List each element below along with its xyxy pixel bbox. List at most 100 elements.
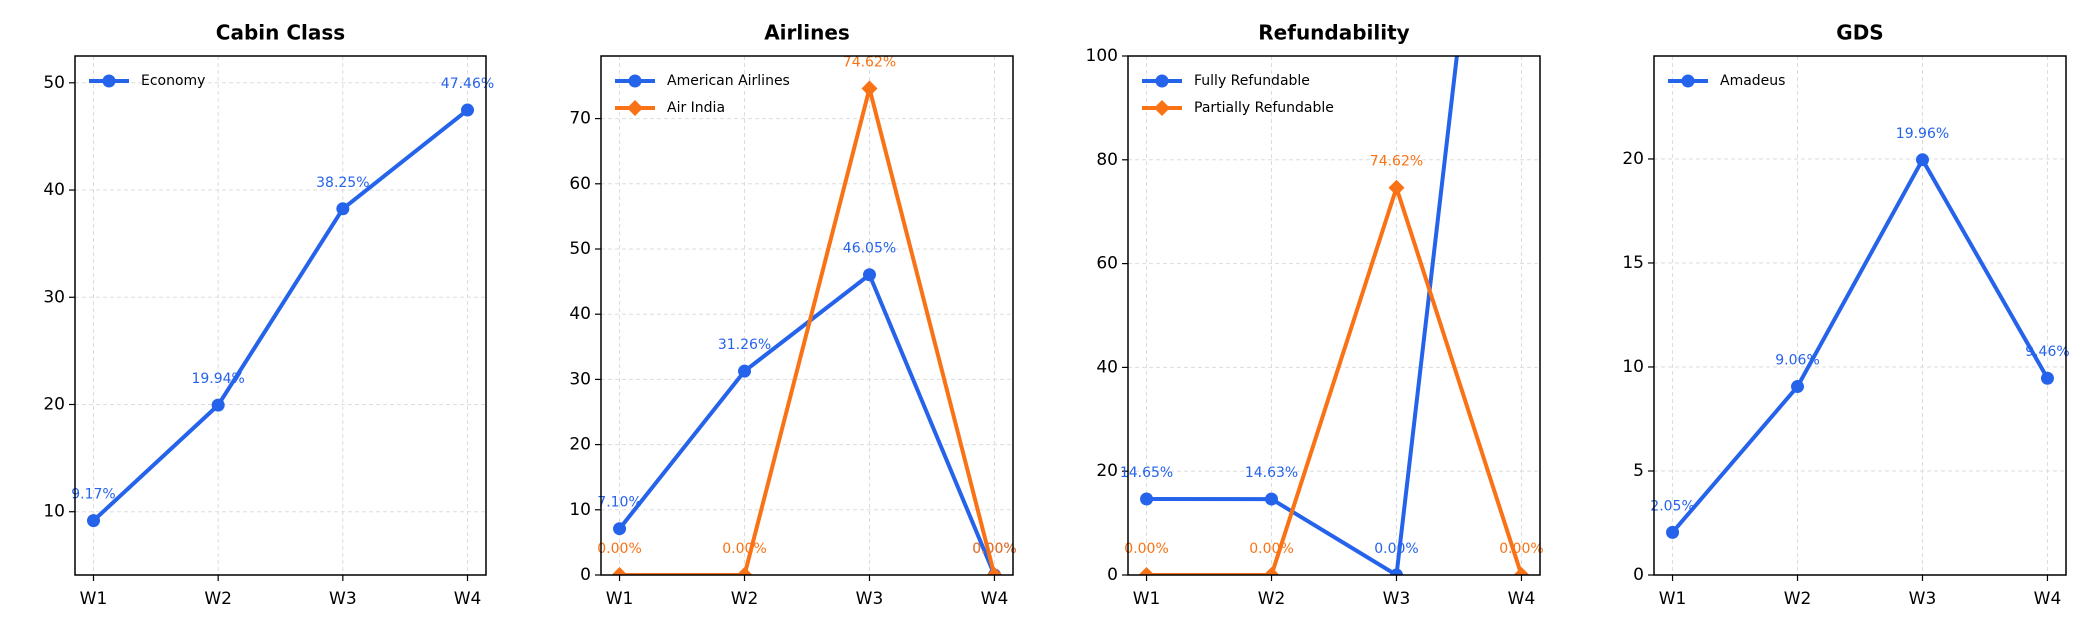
- data-label: 0.00%: [972, 541, 1016, 557]
- y-tick-label: 20: [569, 435, 591, 455]
- marker: [86, 514, 100, 528]
- y-tick-label: 40: [1096, 357, 1118, 377]
- legend-marker: [1681, 74, 1695, 88]
- series-line: [617, 272, 997, 575]
- y-tick-label: 10: [43, 502, 65, 522]
- marker: [986, 567, 1003, 575]
- marker: [738, 364, 752, 378]
- y-tick-label: 15: [1622, 253, 1644, 273]
- x-tick-label: W3: [1383, 589, 1411, 609]
- legend-label: Amadeus: [1720, 73, 1785, 89]
- legend-label: Economy: [141, 73, 205, 89]
- data-label: 46.05%: [843, 241, 896, 257]
- y-tick-label: 60: [1096, 254, 1118, 274]
- x-tick-label: W4: [454, 589, 482, 609]
- x-tick-label: W4: [2034, 589, 2062, 609]
- marker: [1791, 380, 1805, 394]
- plot-frame: [1127, 55, 1541, 576]
- x-tick-label: W1: [1659, 589, 1687, 609]
- plot-frame: [600, 55, 1014, 576]
- marker: [1265, 492, 1279, 506]
- marker: [1389, 568, 1403, 575]
- x-tick-label: W3: [856, 589, 884, 609]
- chart-title: GDS: [1836, 21, 1883, 45]
- data-label: 9.17%: [71, 487, 115, 503]
- data-label: 9.06%: [1775, 353, 1819, 369]
- chart-title: Airlines: [764, 21, 850, 45]
- data-label: 14.65%: [1120, 465, 1173, 481]
- plot-area: [611, 80, 1003, 575]
- data-label: 14.63%: [1245, 465, 1298, 481]
- y-tick-label: 0: [1633, 565, 1644, 585]
- marker: [736, 567, 753, 575]
- marker: [611, 567, 628, 575]
- series-line: [1671, 157, 2050, 534]
- y-tick-label: 30: [43, 287, 65, 307]
- y-tick-label: 0: [1107, 565, 1118, 585]
- legend-marker: [1154, 100, 1170, 116]
- y-tick-label: 50: [43, 73, 65, 93]
- data-label: 0.00%: [972, 541, 1016, 557]
- marker: [1513, 567, 1530, 575]
- plot-area: [1138, 56, 1530, 575]
- data-label: 0.00%: [1124, 541, 1168, 557]
- legend-label: American Airlines: [667, 73, 790, 89]
- y-tick-label: 10: [569, 500, 591, 520]
- plot-frame: [74, 55, 487, 576]
- y-tick-label: 50: [569, 239, 591, 259]
- data-label: 38.25%: [316, 175, 369, 191]
- x-tick-label: W3: [329, 589, 357, 609]
- marker: [211, 398, 225, 412]
- data-label: 31.26%: [718, 337, 771, 353]
- legend-marker: [628, 74, 642, 88]
- legend-label: Partially Refundable: [1194, 100, 1334, 116]
- plot-area: [1666, 153, 2054, 539]
- x-tick-label: W4: [1508, 589, 1536, 609]
- x-tick-label: W2: [1784, 589, 1812, 609]
- data-label: 2.05%: [1650, 498, 1694, 514]
- data-label: 7.10%: [597, 495, 641, 511]
- marker: [1138, 567, 1155, 575]
- y-tick-label: 20: [1096, 461, 1118, 481]
- plot-frame: [1653, 55, 2067, 576]
- series-line: [1146, 185, 1524, 575]
- y-tick-label: 20: [1622, 149, 1644, 169]
- marker: [1140, 492, 1154, 506]
- plot-area: [86, 103, 475, 528]
- y-tick-label: 0: [580, 565, 591, 585]
- panel: 0 20 40 60 80 100 W1 W2 W3 W4 14.65% 14.63% 0.00% 0.0…: [1086, 21, 1544, 610]
- data-label: 19.96%: [1896, 126, 1949, 142]
- x-tick-label: W2: [1258, 589, 1286, 609]
- data-label: 0.00%: [597, 541, 641, 557]
- marker: [336, 202, 350, 216]
- y-tick-label: 60: [569, 174, 591, 194]
- marker: [1263, 567, 1280, 575]
- y-tick-label: 40: [43, 180, 65, 200]
- marker: [861, 80, 878, 97]
- data-label: 0.00%: [1499, 541, 1543, 557]
- x-tick-label: W4: [981, 589, 1009, 609]
- legend-label: Fully Refundable: [1194, 73, 1310, 89]
- y-tick-label: 40: [569, 304, 591, 324]
- x-tick-label: W2: [204, 589, 232, 609]
- x-tick-label: W3: [1909, 589, 1937, 609]
- marker: [613, 522, 627, 536]
- panel: 10 20 30 40 50 W1 W2 W3 W4 9.17% 19.94% 38.25% 47.46…: [43, 21, 494, 610]
- data-label: 19.94%: [191, 371, 244, 387]
- data-label: 47.46%: [441, 76, 494, 92]
- panel: 0 10 20 30 40 50 60 70 W1 W2 W3 W4 7.10% 31.26% 46.05%…: [569, 21, 1016, 610]
- series-line: [619, 86, 997, 575]
- data-label: 74.62%: [843, 54, 896, 70]
- x-tick-label: W1: [80, 589, 108, 609]
- legend-marker: [102, 74, 116, 88]
- marker: [862, 268, 876, 282]
- marker: [1388, 179, 1405, 196]
- marker: [461, 103, 475, 117]
- data-label: 0.00%: [722, 541, 766, 557]
- series-line: [1146, 56, 1459, 575]
- marker: [1915, 153, 1929, 167]
- legend-marker: [1155, 74, 1169, 88]
- data-label: 0.00%: [1249, 541, 1293, 557]
